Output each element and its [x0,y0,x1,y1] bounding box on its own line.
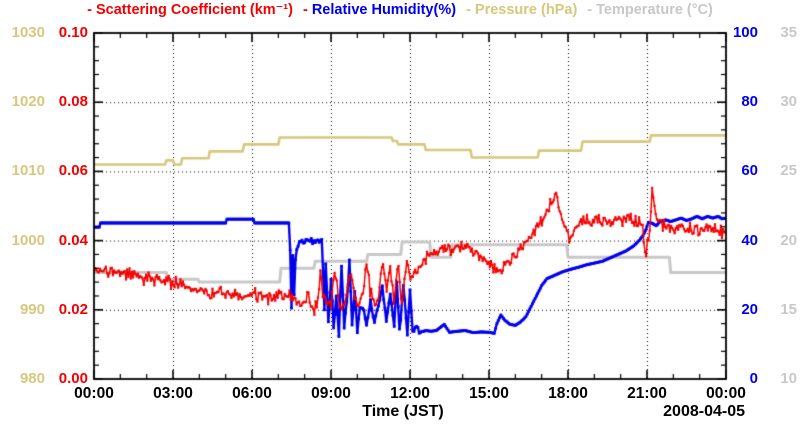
x-tick-label: 09:00 [311,385,351,402]
legend-label: Relative Humidity(%) [311,2,457,18]
x-tick-label: 21:00 [627,385,667,402]
scattering-tick-label: 0.06 [58,162,88,180]
x-tick-label: 03:00 [153,385,193,402]
scattering-tick-label: 0.08 [58,93,88,111]
legend-dash-icon: - [466,2,475,18]
temperature-tick-label: 15 [780,300,797,318]
temperature-tick-label: 25 [780,162,797,180]
legend-dash-icon: - [87,2,96,18]
date-label: 2008-04-05 [663,403,745,420]
legend-dash-icon: - [587,2,597,18]
humidity-tick-label: 80 [741,93,758,111]
legend-label: Pressure (hPa) [474,2,578,18]
x-tick-label: 12:00 [390,385,430,402]
x-axis-title: Time (JST) [362,403,444,420]
scattering-tick-label: 0.02 [58,300,88,318]
legend-label: Scattering Coefficient (km⁻¹) [95,2,293,18]
x-tick-label: 15:00 [469,385,509,402]
pressure-tick-label: 1020 [11,93,45,111]
temperature-tick-label: 20 [780,231,797,249]
legend-entry: - Scattering Coefficient (km⁻¹) [87,2,293,18]
temperature-tick-label: 10 [780,370,797,387]
x-tick-label: 00:00 [706,385,746,402]
legend-entry: - Pressure (hPa) [466,2,577,18]
legend-entry: - Relative Humidity(%) [303,2,456,18]
pressure-tick-label: 1010 [11,162,45,180]
legend-label: Temperature (°C) [596,2,713,18]
legend-dash-icon: - [302,2,312,18]
chart-legend: - Scattering Coefficient (km⁻¹) - Relativ… [0,2,800,18]
humidity-tick-label: 20 [741,300,758,318]
humidity-tick-label: 60 [741,162,758,180]
pressure-tick-label: 980 [19,370,45,387]
humidity-tick-label: 100 [732,24,758,41]
pressure-tick-label: 1030 [11,24,45,41]
legend-entry: - Temperature (°C) [587,2,713,18]
pressure-tick-label: 1000 [11,231,45,249]
temperature-tick-label: 35 [780,24,797,41]
humidity-tick-label: 40 [741,231,758,249]
scattering-tick-label: 0.10 [58,24,88,41]
scattering-tick-label: 0.00 [58,370,88,387]
temperature-tick-label: 30 [780,93,797,111]
scattering-tick-label: 0.04 [58,231,88,249]
pressure-tick-label: 990 [19,300,45,318]
x-tick-label: 00:00 [74,385,114,402]
x-tick-label: 18:00 [548,385,588,402]
humidity-tick-label: 0 [749,370,758,387]
x-tick-label: 06:00 [232,385,272,402]
